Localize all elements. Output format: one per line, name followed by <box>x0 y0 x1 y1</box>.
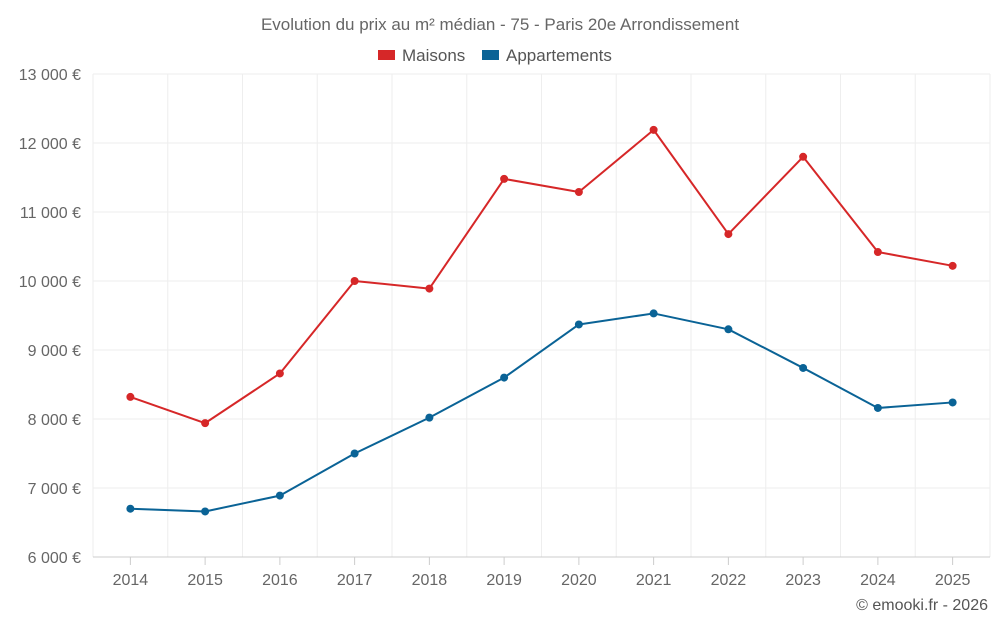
y-tick-label: 7 000 € <box>28 481 81 498</box>
legend-item-maisons[interactable]: Maisons <box>378 46 465 65</box>
data-point-appartements-2017[interactable] <box>350 449 359 458</box>
series-lines <box>126 125 957 516</box>
data-point-appartements-2024[interactable] <box>873 403 882 412</box>
x-tick-label: 2018 <box>412 572 448 589</box>
data-point-maisons-2025[interactable] <box>948 261 957 270</box>
gridlines <box>92 73 991 558</box>
x-axis: 2014 2015 2016 2017 2018 2019 2020 2021 2022 2023… <box>93 556 990 589</box>
data-point-appartements-2023[interactable] <box>799 363 808 372</box>
series-line-maisons <box>130 128 953 425</box>
x-tick-label: 2016 <box>262 572 298 589</box>
legend-swatch-appartements <box>482 50 499 60</box>
data-point-maisons-2015[interactable] <box>201 419 210 428</box>
x-tick-label: 2024 <box>860 572 896 589</box>
x-tick-label: 2021 <box>636 572 672 589</box>
data-point-maisons-2018[interactable] <box>425 284 434 293</box>
x-tick-label: 2017 <box>337 572 373 589</box>
series-line-appartements <box>130 312 953 513</box>
y-tick-label: 9 000 € <box>28 343 81 360</box>
x-tick-label: 2015 <box>187 572 223 589</box>
data-point-maisons-2020[interactable] <box>574 187 583 196</box>
data-point-maisons-2019[interactable] <box>500 174 509 183</box>
x-tick-label: 2025 <box>935 572 971 589</box>
data-point-maisons-2023[interactable] <box>799 152 808 161</box>
data-point-appartements-2014[interactable] <box>126 504 135 513</box>
data-point-maisons-2022[interactable] <box>724 230 733 239</box>
data-point-appartements-2015[interactable] <box>201 507 210 516</box>
data-point-appartements-2022[interactable] <box>724 325 733 334</box>
data-point-appartements-2016[interactable] <box>275 491 284 500</box>
data-point-maisons-2016[interactable] <box>275 369 284 378</box>
data-point-maisons-2014[interactable] <box>126 392 135 401</box>
legend-label-appartements: Appartements <box>506 46 612 65</box>
y-tick-label: 8 000 € <box>28 412 81 429</box>
y-tick-label: 10 000 € <box>19 274 81 291</box>
data-point-maisons-2024[interactable] <box>873 248 882 257</box>
legend-label-maisons: Maisons <box>402 46 465 65</box>
y-tick-label: 12 000 € <box>19 136 81 153</box>
y-tick-label: 6 000 € <box>28 550 81 567</box>
y-tick-label: 13 000 € <box>19 67 81 84</box>
data-point-maisons-2017[interactable] <box>350 277 359 285</box>
data-point-appartements-2020[interactable] <box>574 320 583 329</box>
data-point-appartements-2018[interactable] <box>425 413 434 422</box>
data-point-appartements-2019[interactable] <box>500 373 509 382</box>
series-appartements <box>126 309 957 516</box>
data-point-appartements-2025[interactable] <box>948 398 957 407</box>
x-tick-label: 2020 <box>561 572 597 589</box>
legend-swatch-maisons <box>378 50 395 60</box>
chart-title: Evolution du prix au m² médian - 75 - Pa… <box>261 15 739 34</box>
y-axis: 6 000 € 7 000 € 8 000 € 9 000 € 10 000 € 11 0… <box>19 67 81 567</box>
x-tick-label: 2014 <box>113 572 149 589</box>
legend: Maisons Appartements <box>378 46 612 65</box>
data-point-appartements-2021[interactable] <box>649 309 658 318</box>
x-tick-label: 2019 <box>486 572 522 589</box>
credit-text: © emooki.fr - 2026 <box>856 597 988 614</box>
x-tick-label: 2023 <box>785 572 821 589</box>
legend-item-appartements[interactable]: Appartements <box>482 46 612 65</box>
data-point-maisons-2021[interactable] <box>649 125 658 134</box>
y-tick-label: 11 000 € <box>20 205 81 222</box>
series-maisons <box>126 125 957 428</box>
x-tick-label: 2022 <box>711 572 747 589</box>
